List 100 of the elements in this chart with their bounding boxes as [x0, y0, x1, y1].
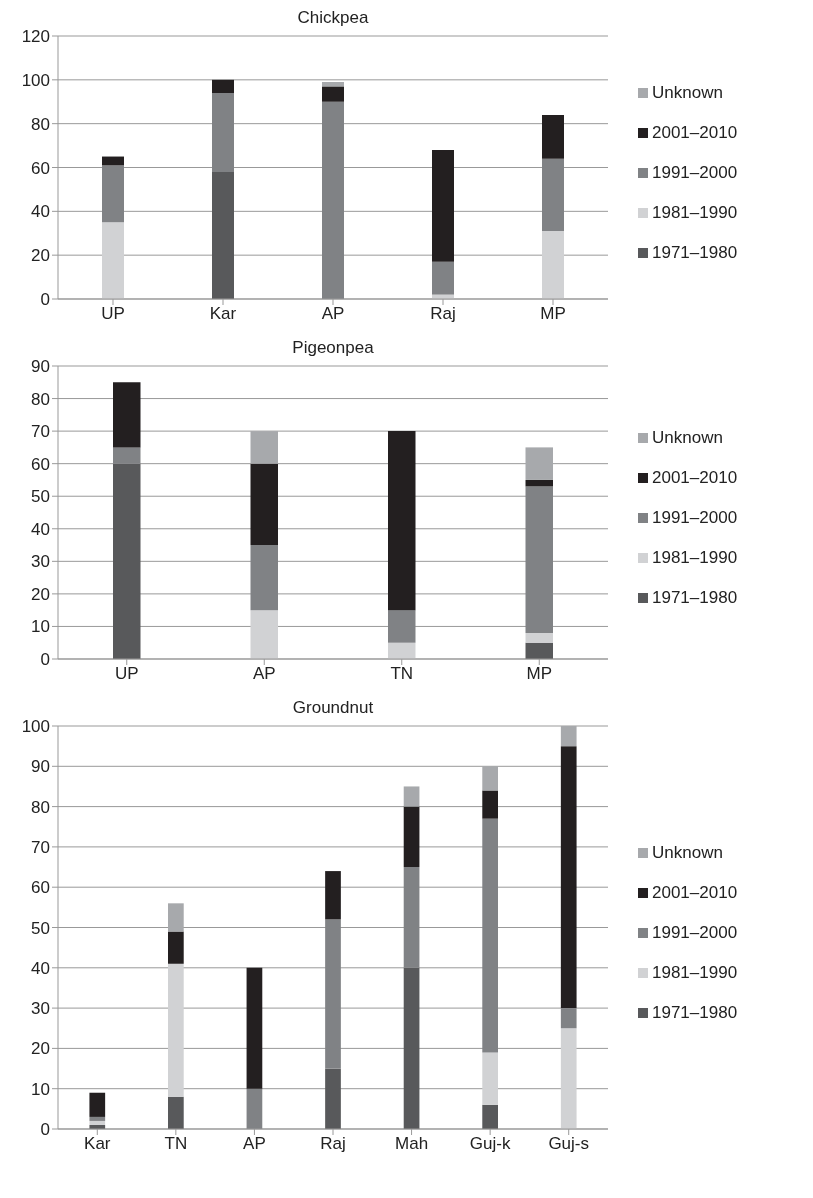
x-tick-label: AP — [252, 664, 276, 684]
bar — [102, 156, 124, 166]
bar — [560, 1028, 577, 1129]
bar — [89, 1120, 106, 1125]
legend-label: 1991–2000 — [652, 923, 738, 943]
bar — [482, 818, 498, 1053]
chart-title: Groundnut — [291, 698, 375, 718]
legend-label: 1971–1980 — [652, 243, 738, 263]
x-tick-label: AP — [321, 304, 345, 324]
y-tick-label: 80 — [31, 114, 50, 134]
y-tick-label: 100 — [21, 717, 50, 737]
bar — [560, 1008, 577, 1029]
bar — [168, 903, 184, 932]
bar — [325, 919, 341, 1069]
bar — [212, 171, 234, 299]
bar — [403, 967, 420, 1129]
legend-label: 2001–2010 — [652, 883, 738, 903]
legend-label: 1981–1990 — [652, 203, 738, 223]
x-tick-label: TN — [164, 1134, 188, 1154]
y-tick-label: 70 — [31, 837, 50, 857]
bar — [560, 726, 577, 747]
bar — [542, 158, 564, 232]
x-tick-label: MP — [540, 304, 566, 324]
y-tick-label: 20 — [31, 1039, 50, 1059]
y-tick-label: 80 — [31, 389, 50, 409]
y-tick-label: 40 — [31, 519, 50, 539]
bar — [525, 642, 553, 659]
y-tick-label: 60 — [31, 158, 50, 178]
bar — [325, 1068, 341, 1129]
legend-label: 1981–1990 — [652, 548, 738, 568]
bar — [482, 766, 498, 791]
x-tick-label: MP — [526, 664, 552, 684]
bar — [250, 545, 278, 611]
bar — [388, 610, 416, 643]
y-tick-label: 40 — [31, 202, 50, 222]
bar — [113, 382, 141, 448]
bar — [102, 165, 124, 223]
bar — [325, 871, 341, 920]
y-tick-label: 120 — [21, 27, 50, 47]
legend-label: 2001–2010 — [652, 468, 738, 488]
legend-label: 1981–1990 — [652, 963, 738, 983]
y-tick-label: 0 — [40, 1120, 50, 1140]
legend-label: Unknown — [652, 843, 723, 863]
y-tick-label: 60 — [31, 454, 50, 474]
legend-label: 1971–1980 — [652, 588, 738, 608]
x-tick-label: Guj-s — [548, 1134, 590, 1154]
legend-label: 1991–2000 — [652, 508, 738, 528]
bar — [113, 447, 141, 464]
bar — [482, 1052, 498, 1105]
bar — [322, 101, 344, 299]
legend-label: 1971–1980 — [652, 1003, 738, 1023]
legend-label: Unknown — [652, 83, 723, 103]
x-tick-label: Raj — [320, 1134, 346, 1154]
bar — [250, 463, 278, 546]
bar — [113, 463, 141, 659]
y-tick-label: 0 — [40, 290, 50, 310]
x-tick-label: Raj — [430, 304, 456, 324]
bar — [432, 261, 454, 295]
bar — [525, 447, 553, 480]
bar — [525, 486, 553, 633]
bar — [168, 1096, 184, 1129]
bar — [212, 92, 234, 172]
y-tick-label: 20 — [31, 584, 50, 604]
y-tick-label: 90 — [31, 357, 50, 377]
y-tick-label: 10 — [31, 1079, 50, 1099]
bar — [388, 431, 416, 611]
bar — [403, 806, 420, 868]
x-tick-label: Mah — [395, 1134, 429, 1154]
y-tick-label: 40 — [31, 958, 50, 978]
x-tick-label: UP — [101, 304, 125, 324]
bar — [89, 1116, 106, 1121]
bar — [322, 82, 344, 87]
bar — [403, 867, 420, 968]
y-tick-label: 80 — [31, 797, 50, 817]
bar — [168, 963, 184, 1097]
y-tick-label: 20 — [31, 246, 50, 266]
bar — [250, 610, 278, 659]
bar — [168, 931, 184, 964]
y-tick-label: 50 — [31, 487, 50, 507]
x-tick-label: Kar — [84, 1134, 111, 1154]
y-tick-label: 30 — [31, 552, 50, 572]
y-tick-label: 50 — [31, 918, 50, 938]
bar — [542, 231, 564, 299]
bar — [525, 632, 553, 643]
bar — [482, 1104, 498, 1129]
x-tick-label: UP — [114, 664, 139, 684]
chart-title: Chickpea — [296, 8, 370, 28]
bar — [246, 967, 263, 1089]
y-tick-label: 60 — [31, 878, 50, 898]
bar — [525, 479, 553, 487]
bar — [403, 786, 420, 807]
x-tick-label: Kar — [209, 304, 237, 324]
x-tick-label: Guj-k — [469, 1134, 511, 1154]
bar — [482, 790, 498, 819]
y-tick-label: 90 — [31, 757, 50, 777]
x-tick-label: AP — [243, 1134, 266, 1154]
legend-label: Unknown — [652, 428, 723, 448]
y-tick-label: 0 — [40, 650, 50, 670]
x-tick-label: TN — [390, 664, 414, 684]
bar — [542, 114, 564, 159]
